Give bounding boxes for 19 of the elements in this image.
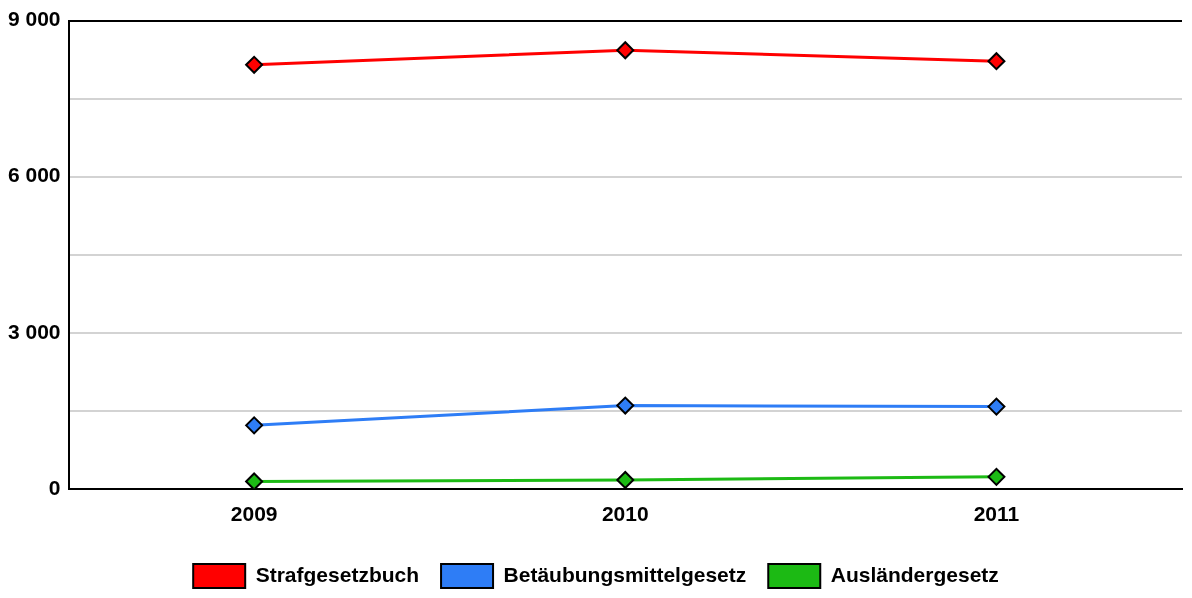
point (616, 41, 635, 60)
x-tick-label: 2010 (601, 502, 649, 526)
x-tick-label: 2009 (230, 502, 278, 526)
point (987, 467, 1006, 486)
y-tick-label: 6 000 (7, 163, 61, 187)
y-tick-label: 3 000 (7, 319, 61, 343)
point (987, 397, 1006, 416)
point (616, 396, 635, 415)
point (616, 470, 635, 489)
legend-label: Ausländergesetz (830, 562, 999, 586)
legend-label: Strafgesetzbuch (255, 562, 420, 586)
x-tick-label: 2011 (973, 502, 1020, 526)
legend-label: Betäubungsmittelgesetz (503, 562, 747, 586)
point (245, 472, 264, 489)
point (987, 52, 1006, 71)
point (245, 416, 264, 435)
point (245, 55, 264, 74)
y-tick-label: 9 000 (7, 7, 61, 31)
y-tick-label: 0 (48, 475, 61, 499)
